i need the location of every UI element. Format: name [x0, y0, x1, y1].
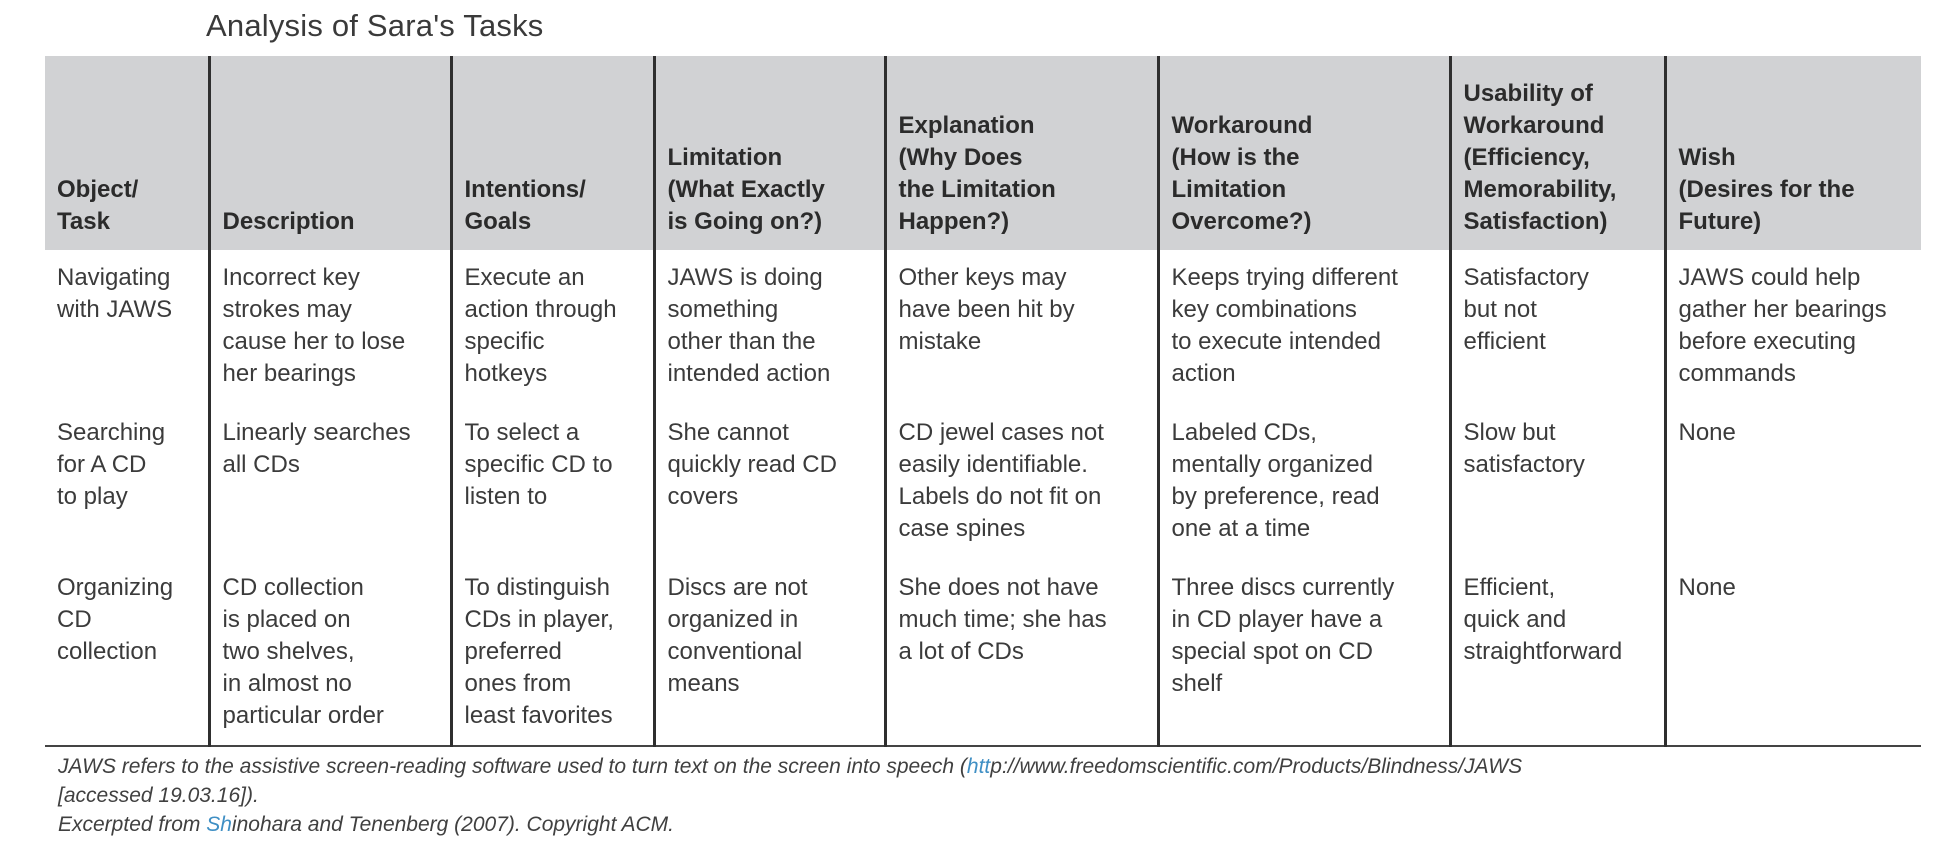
- header-usability: Usability of Workaround (Efficiency, Memora…: [1448, 56, 1665, 250]
- cell-intentions-goals: To distinguish CDs in player, preferred one…: [449, 560, 654, 747]
- header-row: Object/Task Description Intentions/Goals…: [45, 56, 1921, 250]
- header-object-task: Object/Task: [45, 56, 209, 250]
- cell-limitation: Discs are not organized in conventional mea…: [652, 560, 885, 747]
- cell-explanation: She does not have much time; she has a lot…: [883, 560, 1158, 747]
- cell-explanation: CD jewel cases not easily identifiable. La…: [883, 405, 1158, 560]
- footnote-accessed: [accessed 19.03.16]).: [58, 784, 259, 807]
- header-limitation: Limitation (What Exactly is Going on?): [652, 56, 885, 250]
- cell-usability: Slow but satisfactory: [1448, 405, 1665, 560]
- cell-workaround: Labeled CDs, mentally organized by prefere…: [1156, 405, 1450, 560]
- footnote-jaws-text: JAWS refers to the assistive screen-read…: [58, 755, 967, 778]
- table-row: Navigating with JAWS Incorrect key strokes…: [45, 250, 1921, 405]
- cell-wish: None: [1663, 560, 1921, 747]
- header-explanation: Explanation (Why Does the Limitation Happen…: [883, 56, 1158, 250]
- cell-object-task: Organizing CD collection: [45, 560, 209, 747]
- task-analysis-table: Object/Task Description Intentions/Goals…: [45, 56, 1921, 747]
- cell-explanation: Other keys may have been hit by mistake: [883, 250, 1158, 405]
- footnote-url-text: p://www.freedomscientific.com/Products/B…: [990, 755, 1523, 778]
- header-workaround: Workaround (How is the Limitation Overcome?…: [1156, 56, 1450, 250]
- cell-intentions-goals: To select a specific CD to listen to: [449, 405, 654, 560]
- table-row: Organizing CD collection CD collection is p…: [45, 560, 1921, 747]
- cell-limitation: She cannot quickly read CD covers: [652, 405, 885, 560]
- footnote-jaws: JAWS refers to the assistive screen-read…: [58, 752, 1898, 781]
- cell-object-task: Navigating with JAWS: [57, 264, 173, 323]
- footnote-link-fragment: htt: [966, 755, 991, 778]
- table-row: Searching for A CD to play Linearly search…: [45, 405, 1921, 560]
- footnote-source-link-fragment: Sh: [206, 813, 232, 836]
- cell-description: CD collection is placed on two shelves, in …: [207, 560, 451, 747]
- cell-limitation: JAWS is doing something other than the inte…: [652, 250, 885, 405]
- header-description: Description: [207, 56, 451, 250]
- header-intentions-goals: Intentions/Goals: [449, 56, 654, 250]
- cell-wish: JAWS could help gather her bearings before…: [1663, 250, 1921, 405]
- header-wish: Wish (Desires for the Future): [1663, 56, 1921, 250]
- table-footnotes: JAWS refers to the assistive screen-read…: [58, 752, 1898, 839]
- footnote-source-text: Excerpted from: [58, 813, 207, 836]
- table-caption: Analysis of Sara's Tasks: [206, 8, 544, 43]
- cell-usability: Efficient, quick and straightforward: [1448, 560, 1665, 747]
- cell-description: Incorrect key strokes may cause her to los…: [207, 250, 451, 405]
- cell-workaround: Three discs currently in CD player have a…: [1156, 560, 1450, 747]
- footnote-source-rest: inohara and Tenenberg (2007). Copyright …: [231, 813, 674, 836]
- cell-intentions-goals: Execute an action through specific hotkeys: [449, 250, 654, 405]
- cell-object-task: Searching for A CD to play: [57, 419, 166, 510]
- cell-wish: None: [1663, 405, 1921, 560]
- cell-description: Linearly searches all CDs: [207, 405, 451, 560]
- cell-usability: Satisfactory but not efficient: [1448, 250, 1665, 405]
- footnote-source: Excerpted from Shinohara and Tenenberg (…: [58, 810, 1898, 839]
- cell-workaround: Keeps trying different key combinations to…: [1156, 250, 1450, 405]
